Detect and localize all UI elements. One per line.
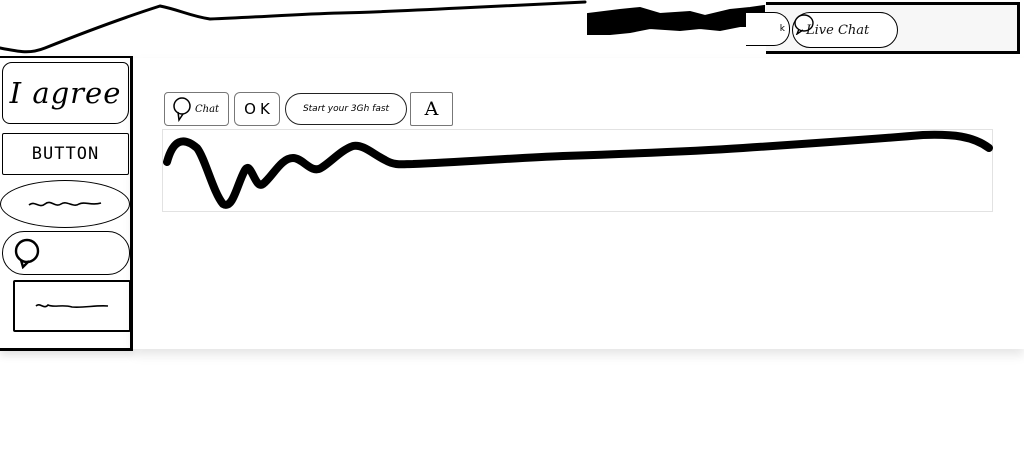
live-chat-button[interactable]: Live Chat (792, 12, 898, 48)
generic-button[interactable]: BUTTON (2, 133, 129, 175)
chat-button[interactable]: Chat (164, 92, 229, 126)
header-clipped-button[interactable]: k (746, 12, 790, 46)
start-button-label: Start your 3Gh fast (302, 104, 390, 114)
a-button-label: A (424, 98, 439, 120)
header-bar: k Live Chat (0, 0, 1024, 58)
speech-bubble-icon (14, 238, 40, 269)
generic-button-label: BUTTON (31, 144, 100, 164)
rect-scribble-button[interactable] (13, 280, 131, 332)
squiggle-icon (35, 303, 109, 309)
ok-button-label: OK (244, 100, 274, 118)
agree-button[interactable]: I agree (2, 62, 129, 124)
live-chat-label: Live Chat (806, 22, 870, 38)
start-button[interactable]: Start your 3Gh fast (285, 93, 407, 125)
chat-round-button[interactable] (2, 231, 130, 275)
agree-button-label: I agree (9, 76, 122, 110)
oval-scribble-button[interactable] (0, 180, 130, 228)
header-clipped-button-label: k (779, 24, 785, 34)
sidebar-panel: I agree BUTTON (0, 56, 133, 351)
squiggle-icon (28, 201, 102, 207)
content-scribble-strip (162, 129, 993, 212)
chat-button-label: Chat (195, 103, 220, 115)
scribble-graphic (163, 130, 993, 209)
a-button[interactable]: A (410, 92, 453, 126)
speech-bubble-icon (171, 96, 193, 122)
ok-button[interactable]: OK (234, 92, 280, 126)
